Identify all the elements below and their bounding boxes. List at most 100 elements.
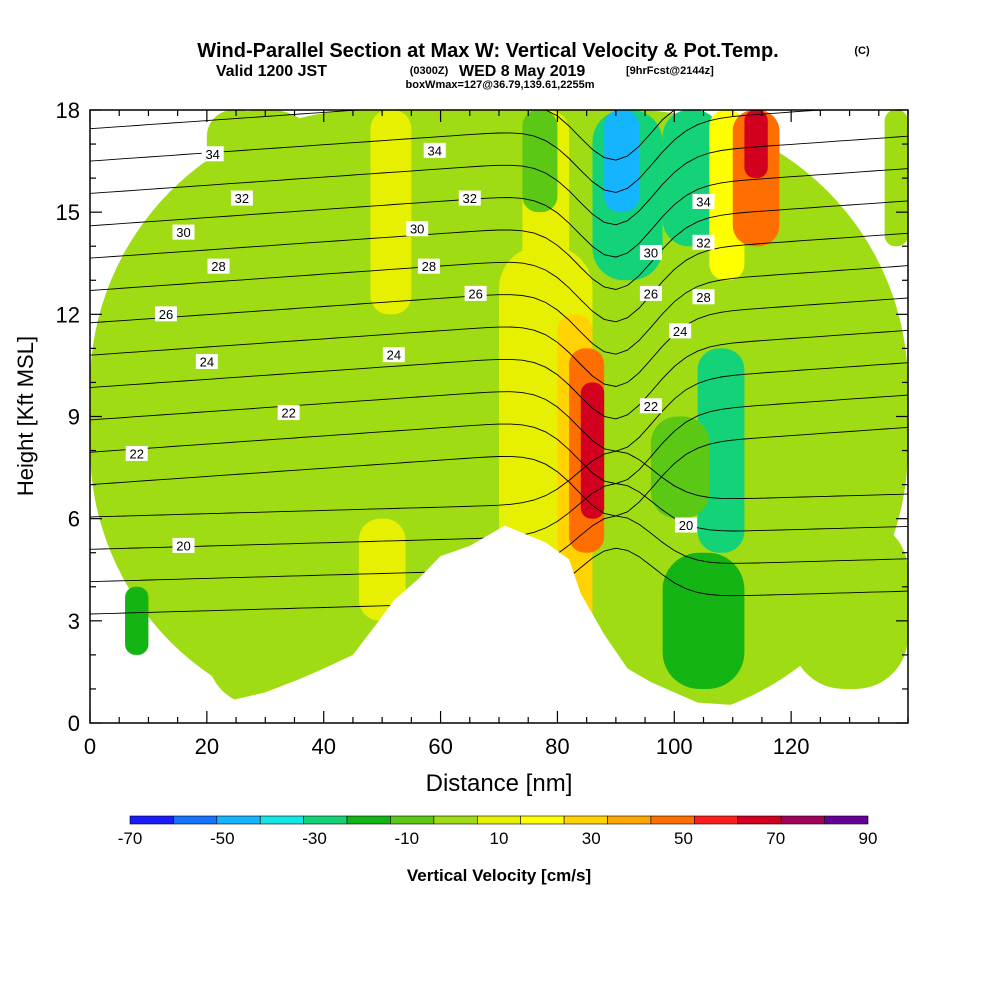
svg-text:26: 26 xyxy=(644,286,658,301)
theta-contour xyxy=(90,232,908,323)
colorbar-swatch xyxy=(650,815,695,825)
svg-text:28: 28 xyxy=(696,290,710,305)
valid-utc: (0300Z) xyxy=(410,65,449,77)
svg-text:24: 24 xyxy=(387,348,401,363)
velocity-cell xyxy=(650,416,710,519)
theta-label: 30 xyxy=(639,245,662,261)
colorbar-swatch xyxy=(173,815,218,825)
colorbar-swatch xyxy=(433,815,478,825)
svg-text:20: 20 xyxy=(176,538,190,553)
x-tick-label: 0 xyxy=(84,734,96,759)
svg-text:24: 24 xyxy=(673,324,687,339)
copyright-mark: (C) xyxy=(854,45,870,57)
svg-text:32: 32 xyxy=(463,191,477,206)
forecast-info: [9hrFcst@2144z] xyxy=(626,65,714,77)
theta-label: 20 xyxy=(172,537,195,553)
svg-text:28: 28 xyxy=(422,259,436,274)
theta-contour xyxy=(90,168,908,258)
theta-label: 32 xyxy=(692,234,715,250)
colorbar-tick-label: -30 xyxy=(302,829,327,848)
colorbar: -70 -50 -30 -10 10 30 50 70 90 xyxy=(118,815,878,848)
colorbar-swatch xyxy=(694,815,739,825)
terrain-mask xyxy=(206,525,908,723)
theta-label: 30 xyxy=(406,221,429,237)
colorbar-swatch xyxy=(824,815,869,825)
velocity-cell xyxy=(744,110,768,179)
svg-text:28: 28 xyxy=(211,259,225,274)
theta-contour xyxy=(90,329,908,420)
theta-label: 32 xyxy=(230,190,253,206)
theta-label: 28 xyxy=(692,289,715,305)
theta-label: 26 xyxy=(154,306,177,322)
theta-contour xyxy=(90,135,908,226)
theta-label: 34 xyxy=(423,142,446,158)
y-tick-label: 3 xyxy=(68,609,80,634)
x-tick-label: 120 xyxy=(773,734,810,759)
velocity-cell xyxy=(697,348,745,553)
theta-contours xyxy=(90,110,908,615)
velocity-cell xyxy=(358,518,406,621)
theta-contour xyxy=(90,110,908,193)
box-info: boxWmax=127@36.79,139.61,2255m xyxy=(406,79,595,91)
theta-label: 28 xyxy=(417,258,440,274)
colorbar-tick-label: -70 xyxy=(118,829,143,848)
colorbar-swatch xyxy=(259,815,304,825)
theta-label: 26 xyxy=(639,285,662,301)
theta-contour xyxy=(90,200,908,290)
x-axis: 0 20 40 60 80 100 120 xyxy=(84,110,909,759)
theta-label: 24 xyxy=(669,323,692,339)
theta-label: 34 xyxy=(201,146,224,162)
theta-label: 30 xyxy=(172,224,195,240)
colorbar-tick-label: -10 xyxy=(394,829,419,848)
y-tick-label: 6 xyxy=(68,507,80,532)
svg-text:22: 22 xyxy=(644,399,658,414)
svg-text:30: 30 xyxy=(410,222,424,237)
y-tick-label: 15 xyxy=(56,200,80,225)
velocity-cell xyxy=(522,110,558,213)
x-tick-label: 100 xyxy=(656,734,693,759)
x-tick-label: 60 xyxy=(428,734,452,759)
y-tick-label: 9 xyxy=(68,405,80,430)
svg-text:32: 32 xyxy=(235,191,249,206)
svg-text:34: 34 xyxy=(696,194,710,209)
x-tick-label: 20 xyxy=(195,734,219,759)
velocity-cell xyxy=(125,586,149,655)
theta-label: 32 xyxy=(458,190,481,206)
colorbar-tick-label: 90 xyxy=(859,829,878,848)
svg-text:30: 30 xyxy=(644,246,658,261)
svg-text:34: 34 xyxy=(205,147,219,162)
theta-label: 22 xyxy=(277,405,300,421)
colorbar-swatch xyxy=(216,815,261,825)
y-tick-label: 18 xyxy=(56,98,80,123)
colorbar-swatch xyxy=(129,815,174,825)
y-axis-label: Height [Kft MSL] xyxy=(13,336,38,496)
colorbar-swatch xyxy=(520,815,565,825)
theta-label: 20 xyxy=(674,517,697,533)
colorbar-tick-label: 30 xyxy=(582,829,601,848)
x-tick-label: 80 xyxy=(545,734,569,759)
velocity-cell xyxy=(791,518,908,689)
svg-text:30: 30 xyxy=(176,225,190,240)
theta-label: 22 xyxy=(639,398,662,414)
colorbar-tick-label: 10 xyxy=(490,829,509,848)
svg-text:26: 26 xyxy=(468,286,482,301)
theta-label: 34 xyxy=(692,193,715,209)
theta-contour xyxy=(90,394,908,485)
valid-date: WED 8 May 2019 xyxy=(459,63,585,80)
valid-time: Valid 1200 JST xyxy=(216,63,327,80)
theta-labels: 34 34 32 32 30 30 28 28 26 26 24 24 22 22 20 34 32 30 28 26… xyxy=(125,142,715,553)
theta-label: 24 xyxy=(195,354,218,370)
x-axis-label: Distance [nm] xyxy=(426,770,573,797)
colorbar-tick-label: -50 xyxy=(210,829,235,848)
theta-contour xyxy=(90,265,908,355)
colorbar-swatch xyxy=(780,815,825,825)
terrain xyxy=(206,525,908,723)
y-tick-label: 0 xyxy=(68,711,80,736)
colorbar-tick-label: 50 xyxy=(674,829,693,848)
svg-text:20: 20 xyxy=(679,518,693,533)
theta-contour xyxy=(90,110,908,161)
theta-label: 26 xyxy=(464,285,487,301)
svg-text:34: 34 xyxy=(427,143,441,158)
colorbar-swatch xyxy=(563,815,608,825)
